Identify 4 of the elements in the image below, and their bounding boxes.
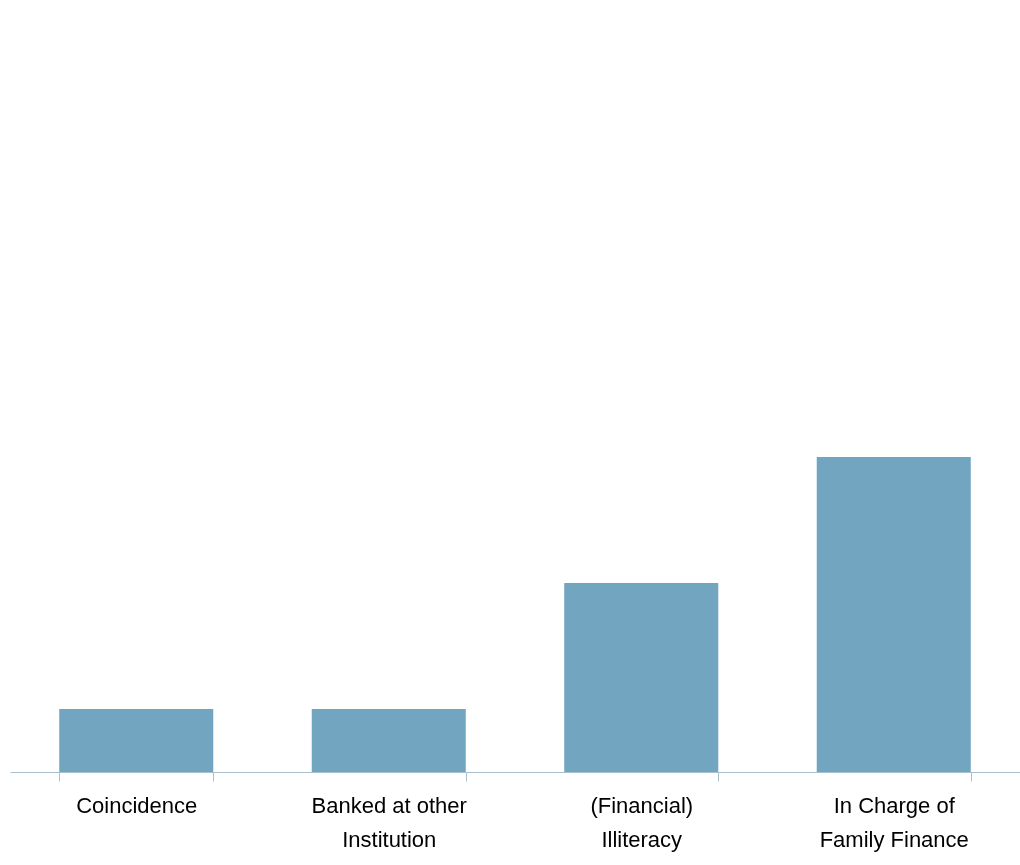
x-tick-label: In Charge of Family Finance <box>819 792 969 852</box>
x-tick-label: Banked at other Institution <box>311 792 467 852</box>
x-tick-label: Coincidence <box>76 792 198 818</box>
x-tick-label: (Financial) Illiteracy <box>590 792 694 852</box>
